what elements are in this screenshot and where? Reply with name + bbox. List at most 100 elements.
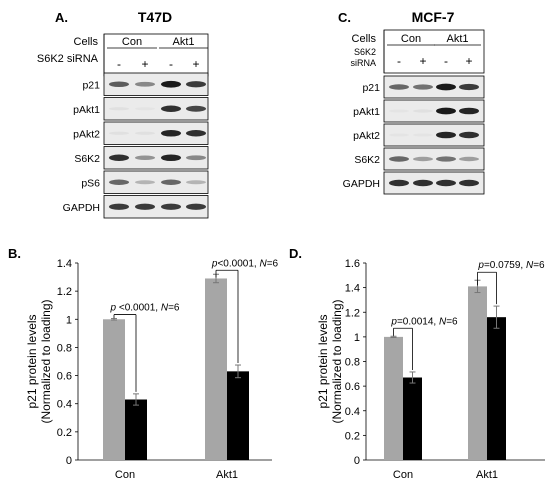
panel-c-band-mark — [413, 133, 433, 137]
panel-c-band-mark — [436, 179, 456, 187]
panel-a-band-mark — [135, 131, 155, 135]
chart-b-p-value-annotation: p <0.0001, N=6 — [110, 303, 180, 314]
panel-a-sirna-sign: + — [192, 57, 199, 71]
chart-b-bar — [103, 319, 125, 460]
panel-c-row-label: S6K2 — [354, 47, 376, 57]
chart-d-p-value-annotation: p=0.0014, N=6 — [390, 316, 458, 327]
chart-d-error-bar — [409, 371, 416, 384]
panel-c-cell-line-title: MCF-7 — [412, 9, 455, 25]
chart-b-n-symbol: N — [161, 303, 169, 314]
panel-c-band-mark — [389, 179, 409, 187]
panel-c-band-mark — [413, 179, 433, 187]
panel-a-band-mark — [161, 203, 181, 210]
panel-c-band-mark — [389, 156, 409, 162]
panel-c-blot-row — [383, 147, 485, 171]
panel-c-band-mark — [459, 156, 479, 162]
chart-d-y-tick-label: 1.2 — [345, 307, 360, 319]
panel-c-band-mark — [389, 109, 409, 113]
panel-c-group-label: Con — [401, 33, 421, 45]
chart-d-panel-letter: D. — [289, 246, 302, 261]
panel-a-band-mark — [135, 81, 155, 87]
panel-a-panel-letter: A. — [55, 10, 68, 25]
chart-d-y-tick-label: 1 — [354, 332, 360, 344]
panel-c-band-label: p21 — [362, 82, 380, 94]
panel-a-blot-row — [103, 170, 209, 194]
panel-a-band-mark — [135, 107, 155, 111]
chart-b-y-tick-label: 1.4 — [57, 258, 72, 270]
chart-d-x-tick-label: Akt1 — [476, 469, 498, 481]
panel-c-band-mark — [459, 107, 479, 115]
chart-d-p-value: =0.0759, — [484, 260, 526, 271]
chart-b-p-value: <0.0001, — [217, 258, 259, 269]
chart-b-bar — [205, 278, 227, 460]
panel-a-group-label: Con — [122, 36, 142, 48]
panel-a-blot-frame — [103, 146, 209, 170]
panel-a-band-mark — [161, 179, 181, 185]
chart-b-x-tick-label: Akt1 — [216, 469, 238, 481]
panel-c-header-box — [383, 29, 485, 74]
chart-d-y-tick-label: 0.2 — [345, 430, 360, 442]
panel-c-sirna-sign: + — [465, 54, 472, 68]
chart-d-y-tick-label: 0.4 — [345, 406, 360, 418]
chart-d-y-tick-label: 0.6 — [345, 381, 360, 393]
panel-a-band-label: S6K2 — [74, 153, 100, 165]
panel-a-band-label: pAkt2 — [73, 128, 100, 140]
chart-b-error-bar — [111, 318, 117, 321]
chart-d-y-tick-label: 0 — [354, 455, 360, 467]
chart-b-bar — [125, 399, 147, 460]
panel-a-sirna-sign: - — [169, 57, 173, 71]
panel-a-band-mark — [161, 80, 181, 88]
panel-a-band-mark — [186, 105, 206, 112]
panel-a-band-mark — [135, 180, 155, 185]
chart-b-y-tick-label: 1 — [66, 314, 72, 326]
chart-b-n-symbol: N — [259, 258, 267, 269]
panel-a-blot-frame — [103, 195, 209, 219]
panel-c-band-mark — [436, 131, 456, 139]
panel-c-group-label: Akt1 — [446, 33, 468, 45]
panel-c-panel-letter: C. — [338, 10, 351, 25]
panel-a-band-mark — [135, 155, 155, 161]
chart-d-y-axis-label: (Normalized to loading) — [330, 299, 344, 423]
chart-d-p-value-annotation: p=0.0759, N=6 — [477, 260, 545, 271]
chart-d-significance-bracket — [477, 271, 497, 305]
panel-c-band-mark — [459, 83, 479, 91]
panel-a-blot-row — [103, 146, 209, 170]
chart-b-p-value-annotation: p<0.0001, N=6 — [211, 258, 279, 269]
panel-a-band-mark — [109, 81, 129, 88]
chart-d-bar — [384, 336, 403, 460]
chart-d-n-value: =6 — [533, 260, 545, 271]
panel-a-group-label: Akt1 — [172, 36, 194, 48]
panel-c-band-mark — [436, 156, 456, 162]
chart-b-y-tick-label: 0.8 — [57, 342, 72, 354]
panel-c-blot-frame — [383, 123, 485, 147]
chart-d-n-symbol: N — [439, 316, 447, 327]
panel-c-sirna-sign: + — [419, 54, 426, 68]
chart-b-panel-letter: B. — [8, 246, 21, 261]
chart-b-significance-bracket — [215, 269, 239, 364]
panel-a-band-mark — [186, 155, 206, 161]
panel-a-blot-row — [103, 72, 209, 96]
panel-c-blot-frame — [383, 171, 485, 195]
panel-a-blot-frame — [103, 170, 209, 194]
panel-c-blot-row — [383, 99, 485, 123]
panel-a-band-mark — [109, 179, 129, 185]
panel-c-band-mark — [436, 83, 456, 91]
panel-a-band-label: pAkt1 — [73, 104, 100, 116]
chart-d-n-value: =6 — [446, 316, 458, 327]
chart-b-significance-bracket — [113, 314, 137, 392]
panel-a-blot-row — [103, 121, 209, 145]
chart-b-y-tick-label: 1.2 — [57, 286, 72, 298]
panel-c-band-mark — [459, 179, 479, 187]
chart-d-error-bar — [493, 305, 500, 329]
panel-a-band-mark — [186, 81, 206, 88]
panel-c-band-label: pAkt1 — [353, 106, 380, 118]
panel-a-band-mark — [109, 131, 129, 135]
chart-d-bar — [468, 286, 487, 460]
chart-b-y-tick-label: 0.2 — [57, 427, 72, 439]
panel-a-row-label: Cells — [74, 36, 99, 48]
panel-c-band-mark — [459, 131, 479, 139]
chart-b-bar — [227, 371, 249, 460]
panel-a-band-mark — [109, 203, 129, 210]
